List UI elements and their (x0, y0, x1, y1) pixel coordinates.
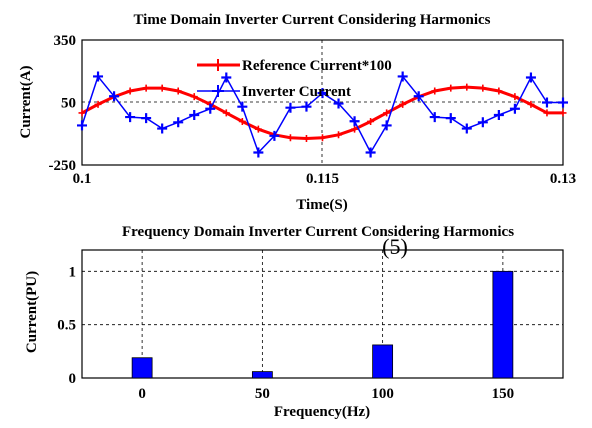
inverter-current-point (493, 110, 504, 120)
reference-current-point (190, 93, 198, 101)
time-chart-x-ticks: 0.1 0.115 0.13 (73, 171, 577, 187)
reference-current-point (351, 125, 359, 133)
inverter-current-point (157, 123, 168, 134)
freq-chart-bars (131, 270, 514, 379)
inverter-current-point (301, 101, 312, 112)
reference-current-point (94, 100, 102, 108)
time-chart-title: Time Domain Inverter Current Considering… (133, 12, 490, 28)
inverter-current-point (285, 102, 296, 113)
reference-current-point (495, 87, 503, 95)
inverter-current-point (109, 91, 120, 102)
reference-current-point (447, 84, 455, 92)
freq-chart-y-label: Current(PU) (24, 271, 40, 353)
freq-y-tick-label: 0.5 (57, 318, 76, 334)
freq-chart-frame (81, 249, 564, 379)
freq-x-tick-label: 100 (371, 386, 394, 402)
reference-current-point (254, 125, 262, 133)
inverter-current-point (541, 97, 552, 108)
reference-current-point (559, 109, 567, 117)
inverter-current-point (365, 147, 376, 158)
time-y-tick-label: 50 (61, 96, 76, 112)
inverter-current-point (77, 120, 87, 131)
time-chart-series (77, 71, 568, 158)
reference-current-point (302, 135, 310, 143)
legend-ref-marker (212, 59, 224, 71)
freq-chart-grid (82, 250, 563, 378)
reference-current-point (463, 83, 471, 91)
reference-current-point (319, 134, 326, 142)
legend-inv-label: Inverter Current (242, 84, 351, 100)
inverter-current-point (525, 72, 536, 83)
reference-current-point (174, 87, 182, 95)
inverter-current-point (173, 117, 184, 128)
freq-bar-50hz (251, 371, 273, 379)
reference-current-point (222, 109, 230, 117)
reference-current-point (431, 87, 439, 95)
freq-chart-y-ticks: 00.51 (57, 264, 76, 387)
inverter-current-point (141, 113, 152, 124)
inverter-current-point (237, 101, 248, 112)
inverter-current-point (205, 103, 216, 114)
freq-chart-x-ticks: 0 50 100 150 (138, 386, 514, 402)
inverter-current-point (269, 130, 280, 141)
inverter-current-point (349, 116, 360, 127)
freq-x-tick-label: 50 (255, 386, 270, 402)
inverter-current-point (381, 120, 392, 131)
inverter-current-point (125, 112, 136, 123)
inverter-current-point (317, 88, 328, 99)
inverter-current-point (429, 112, 440, 123)
freq-y-tick-label: 0 (69, 371, 77, 387)
freq-chart-annotation: (5) (382, 234, 408, 259)
freq-bar-100hz (372, 344, 394, 379)
freq-chart-x-label: Frequency(Hz) (274, 404, 370, 420)
time-y-tick-label: -250 (49, 158, 77, 174)
time-chart-y-label: Current(A) (18, 65, 34, 138)
freq-x-tick-label: 150 (492, 386, 515, 402)
reference-current-point (158, 84, 166, 92)
inverter-current-point (477, 117, 488, 128)
freq-x-tick-label: 0 (138, 386, 146, 402)
time-x-tick-label: 0.115 (306, 171, 339, 187)
inverter-current-point (93, 71, 104, 82)
reference-current-point (511, 93, 519, 101)
reference-current-point (479, 84, 487, 92)
time-chart-y-ticks: 350 50 -250 (49, 33, 77, 174)
reference-current-point (335, 131, 343, 139)
inverter-current-point (397, 71, 408, 82)
time-chart-x-label: Time(S) (296, 197, 347, 213)
inverter-current-point (333, 98, 344, 109)
reference-current-point (286, 134, 294, 142)
freq-y-tick-label: 1 (69, 264, 77, 280)
inverter-current-point (253, 147, 264, 158)
inverter-current-point (509, 103, 520, 114)
reference-current-point (543, 109, 551, 117)
inverter-current-point (413, 91, 424, 102)
reference-current-point (126, 87, 134, 95)
time-y-tick-label: 350 (54, 33, 77, 49)
time-x-tick-label: 0.13 (550, 171, 576, 187)
inverter-current-point (189, 110, 200, 120)
inverter-current-point (558, 97, 568, 108)
freq-chart-title: Frequency Domain Inverter Current Consid… (122, 224, 514, 240)
reference-current-point (78, 109, 86, 117)
time-chart-legend: Reference Current*100 Inverter Current (197, 58, 392, 100)
freq-bar-150hz (492, 270, 514, 379)
inverter-current-point (461, 123, 472, 134)
reference-current-point (367, 117, 375, 125)
reference-current-point (142, 84, 150, 92)
reference-current-point (527, 100, 535, 108)
reference-current-point (383, 109, 391, 117)
legend-ref-label: Reference Current*100 (242, 58, 392, 74)
freq-bar-0hz (131, 357, 153, 379)
inverter-current-point (445, 113, 456, 124)
reference-current-point (399, 100, 407, 108)
reference-current-point (238, 117, 246, 125)
legend-inv-marker (212, 85, 224, 97)
inverter-current-point (221, 72, 232, 83)
time-x-tick-label: 0.1 (73, 171, 92, 187)
